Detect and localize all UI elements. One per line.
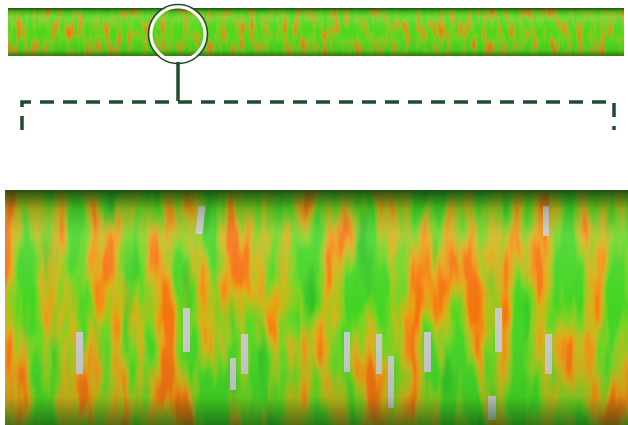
pipe-inspection-view (0, 0, 628, 425)
zoom-bracket (22, 102, 614, 130)
overview-pipe (8, 8, 624, 56)
page: (() => { const data = JSON.parse(documen… (0, 0, 628, 425)
detail-pipe (5, 190, 628, 425)
detail-shading (5, 190, 628, 425)
overview-shading (8, 8, 624, 56)
